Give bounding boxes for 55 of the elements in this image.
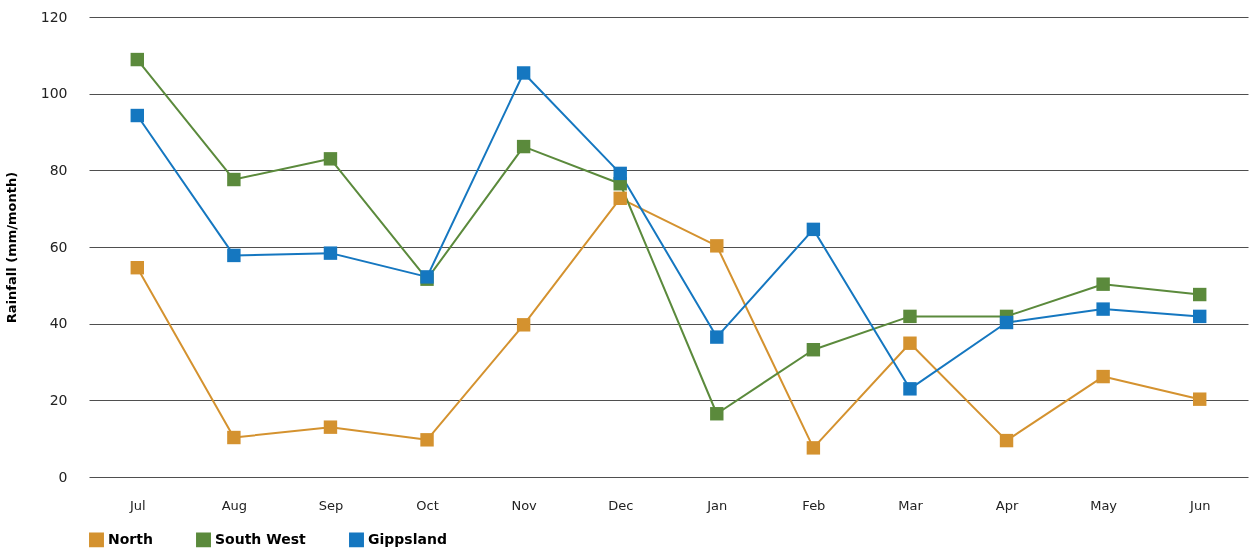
point — [710, 239, 724, 253]
point — [323, 246, 338, 260]
x-tick-label: Apr — [995, 497, 1019, 513]
point — [323, 152, 338, 166]
x-tick-label: Nov — [511, 497, 538, 513]
point — [130, 260, 144, 275]
point — [516, 139, 531, 154]
y-tick-label: 80 — [49, 161, 68, 178]
point — [130, 108, 144, 123]
x-tick-label: Oct — [416, 497, 439, 513]
x-tick-label: Jul — [128, 497, 146, 513]
point — [903, 309, 917, 324]
point — [903, 382, 917, 396]
x-tick-label: Dec — [608, 497, 634, 513]
y-tick-label: 120 — [40, 8, 68, 25]
point — [130, 52, 144, 67]
legend-label: North — [108, 530, 153, 547]
point — [227, 248, 241, 263]
point — [613, 166, 627, 181]
point — [999, 433, 1014, 448]
y-tick-label: 0 — [58, 468, 68, 485]
x-tick-label: Mar — [898, 497, 924, 513]
point — [806, 441, 821, 455]
point — [806, 222, 821, 237]
point — [1096, 277, 1110, 291]
point — [613, 191, 627, 206]
y-tick-label: 40 — [49, 315, 68, 332]
point — [1096, 302, 1110, 316]
y-tick-label: 100 — [40, 85, 68, 102]
point — [710, 330, 724, 344]
point — [1193, 287, 1207, 302]
point — [323, 420, 338, 434]
x-tick-label: Feb — [802, 497, 826, 513]
point — [710, 407, 724, 421]
legend-label: Gippsland — [368, 530, 447, 547]
legend-label: South West — [215, 530, 306, 547]
point — [999, 315, 1014, 330]
point — [1193, 309, 1207, 324]
x-tick-label: Jan — [706, 497, 728, 513]
point — [420, 433, 434, 447]
x-tick-label: Sep — [318, 497, 344, 513]
x-tick-label: May — [1090, 497, 1118, 513]
point — [1096, 369, 1110, 384]
x-tick-label: Aug — [221, 497, 248, 513]
point — [516, 318, 531, 332]
point — [227, 172, 241, 187]
y-axis-title: Rainfall (mm/month) — [3, 171, 19, 324]
y-tick-label: 60 — [49, 238, 68, 255]
point — [806, 343, 821, 357]
point — [1193, 392, 1207, 406]
point — [516, 66, 531, 80]
point — [227, 430, 241, 445]
point — [903, 336, 917, 350]
y-tick-label: 20 — [49, 391, 68, 408]
x-tick-label: Jun — [1189, 497, 1211, 513]
